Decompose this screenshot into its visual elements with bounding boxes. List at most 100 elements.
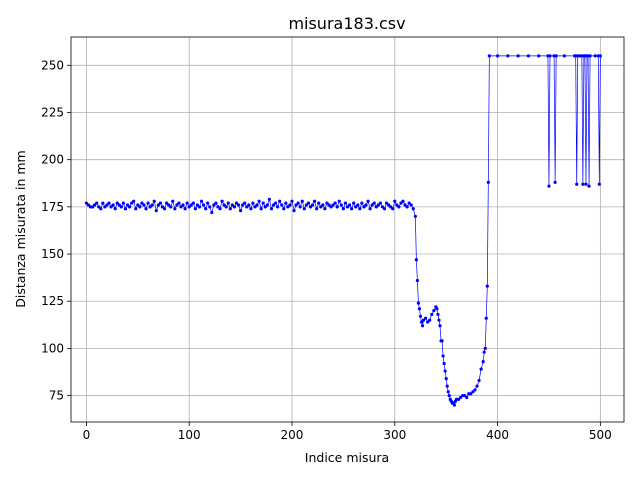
data-point <box>243 201 247 205</box>
data-point <box>475 384 479 388</box>
data-point <box>158 201 163 205</box>
data-point <box>193 207 197 211</box>
data-point <box>169 205 173 209</box>
data-point <box>271 203 276 207</box>
data-point <box>393 199 397 203</box>
data-point <box>103 205 107 209</box>
data-point <box>138 205 142 209</box>
data-point <box>553 180 557 184</box>
data-point <box>440 339 444 343</box>
data-point <box>482 350 486 354</box>
data-point <box>435 307 439 311</box>
data-point <box>384 201 389 205</box>
data-point <box>294 203 298 207</box>
data-point <box>444 376 448 381</box>
data-point <box>321 203 325 207</box>
data-point <box>368 207 372 211</box>
data-point <box>416 301 421 305</box>
data-point <box>173 207 177 211</box>
data-point <box>273 201 278 205</box>
data-point <box>395 203 399 207</box>
x-tick-label: 500 <box>589 428 612 442</box>
data-point <box>554 54 558 58</box>
data-point <box>584 182 588 186</box>
y-tick-label: 200 <box>41 153 64 167</box>
data-point <box>269 207 274 211</box>
data-point <box>506 54 510 58</box>
data-point <box>181 203 185 207</box>
data-point <box>288 203 292 207</box>
data-point <box>372 201 376 205</box>
data-point <box>403 203 407 207</box>
data-point <box>232 205 237 209</box>
data-point <box>430 312 434 317</box>
data-point <box>191 201 195 205</box>
data-point <box>218 207 222 211</box>
data-point <box>97 205 101 209</box>
data-point <box>127 205 132 209</box>
data-point <box>241 203 245 207</box>
data-point <box>352 201 356 205</box>
data-point <box>413 214 417 218</box>
data-point <box>414 258 418 262</box>
data-point <box>401 199 405 203</box>
data-point <box>179 205 183 209</box>
data-point <box>358 207 362 211</box>
data-point <box>465 395 469 400</box>
data-point <box>93 203 97 207</box>
data-point <box>588 54 592 58</box>
data-point <box>477 378 481 383</box>
data-point <box>257 199 261 203</box>
data-point <box>214 201 218 205</box>
data-point <box>345 205 350 209</box>
data-point <box>458 395 463 400</box>
data-point <box>364 203 368 207</box>
data-point <box>292 209 296 213</box>
data-point <box>132 199 136 203</box>
data-point <box>171 199 175 203</box>
data-point <box>382 207 387 211</box>
data-point <box>162 207 167 211</box>
data-point <box>587 184 591 188</box>
data-point <box>432 309 436 313</box>
data-point <box>387 203 391 207</box>
data-point <box>239 209 243 213</box>
data-point <box>202 203 206 207</box>
data-point <box>290 199 294 203</box>
data-point <box>329 205 333 209</box>
data-point <box>224 205 228 209</box>
data-point <box>230 203 234 207</box>
data-point <box>456 397 461 401</box>
data-point <box>597 182 601 186</box>
data-point <box>405 205 409 209</box>
data-point <box>306 201 311 205</box>
y-tick-label: 100 <box>41 341 64 355</box>
data-point <box>113 207 117 211</box>
data-point <box>247 203 251 207</box>
data-point <box>473 388 477 392</box>
data-point <box>255 203 259 207</box>
data-point <box>187 205 191 209</box>
data-point <box>123 207 128 211</box>
data-point <box>418 314 423 318</box>
data-point <box>495 54 500 58</box>
data-point <box>204 207 208 211</box>
data-point <box>337 199 341 203</box>
data-point <box>426 320 430 324</box>
data-point <box>142 203 146 207</box>
data-point <box>220 199 224 203</box>
data-point <box>286 205 290 209</box>
data-point <box>484 316 488 320</box>
data-point <box>447 393 451 398</box>
data-point <box>593 54 597 58</box>
data-point <box>479 367 483 371</box>
data-point <box>109 205 113 209</box>
data-point <box>160 205 165 209</box>
x-tick-label: 200 <box>281 428 304 442</box>
data-point <box>228 207 232 211</box>
data-point <box>249 207 253 211</box>
data-point <box>164 201 169 205</box>
data-point <box>148 205 152 209</box>
data-point <box>185 201 189 205</box>
